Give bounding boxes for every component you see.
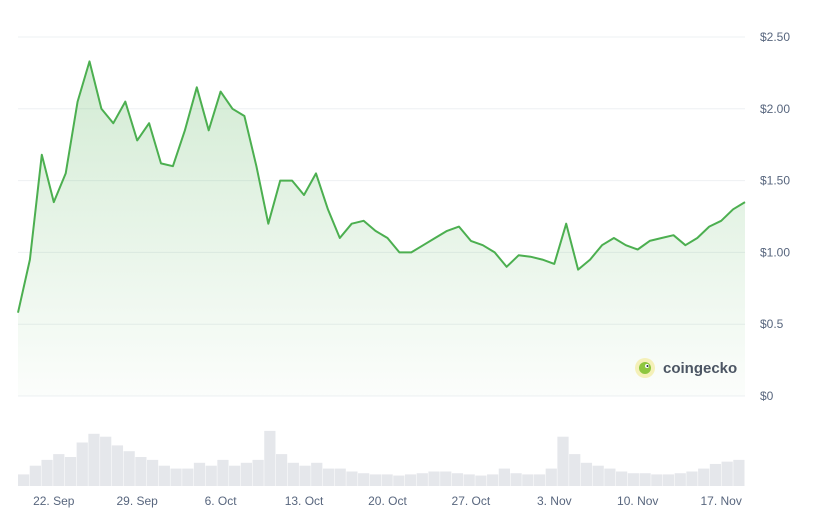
volume-bar — [299, 465, 311, 486]
x-tick-label: 17. Nov — [700, 494, 741, 508]
x-tick-label: 3. Nov — [537, 494, 572, 508]
volume-bar — [557, 436, 569, 486]
volume-bar — [182, 468, 194, 486]
volume-bar — [287, 462, 299, 486]
volume-bar — [381, 474, 393, 486]
volume-bar — [533, 474, 546, 486]
brand-name: coingecko — [663, 360, 737, 377]
volume-bar — [240, 462, 253, 486]
volume-bar — [651, 474, 663, 486]
volume-bar — [88, 433, 100, 486]
y-tick-label: $1.50 — [760, 174, 790, 188]
y-tick-label: $2.00 — [760, 102, 790, 116]
volume-bar — [229, 465, 241, 486]
y-axis-ticks: $0 $0.5 $1.00 $1.50 $2.00 $2.50 — [760, 30, 790, 403]
volume-bar — [64, 457, 77, 486]
volume-bar — [698, 468, 710, 486]
volume-bar — [358, 473, 370, 486]
volume-bar — [170, 468, 182, 486]
y-tick-label: $0.5 — [760, 317, 784, 331]
volume-bar — [193, 462, 206, 486]
volume-bar — [346, 471, 358, 486]
volume-bar — [674, 473, 686, 486]
volume-bar — [53, 454, 65, 486]
price-line — [17, 60, 746, 313]
volume-bar — [662, 474, 675, 486]
y-tick-label: $0 — [760, 389, 774, 403]
x-tick-label: 27. Oct — [452, 494, 491, 508]
volume-bar — [733, 459, 745, 486]
volume-bar — [158, 465, 170, 486]
volume-bar — [440, 471, 452, 486]
volume-bar — [76, 442, 88, 486]
volume-bar — [393, 475, 405, 486]
volume-bar — [100, 436, 112, 486]
volume-bar — [18, 474, 30, 486]
x-axis-ticks: 22. Sep 29. Sep 6. Oct 13. Oct 20. Oct 27. Oc… — [33, 494, 742, 508]
volume-bar — [569, 454, 581, 486]
volume-bar — [123, 451, 135, 486]
brand-watermark: coingecko — [635, 358, 737, 378]
volume-bar — [428, 471, 440, 486]
volume-bar — [475, 475, 487, 486]
x-tick-label: 10. Nov — [617, 494, 658, 508]
volume-bar — [463, 474, 475, 486]
volume-bar — [709, 463, 722, 486]
volume-bar — [404, 474, 417, 486]
x-tick-label: 6. Oct — [205, 494, 238, 508]
volume-bar — [311, 462, 323, 486]
price-area — [18, 61, 745, 397]
volume-bar — [545, 468, 557, 486]
volume-bar — [451, 473, 464, 486]
volume-bar — [334, 468, 346, 486]
x-tick-label: 20. Oct — [368, 494, 407, 508]
volume-bar — [416, 473, 428, 486]
volume-bar — [627, 473, 639, 486]
volume-bar — [29, 465, 41, 486]
volume-bar — [252, 459, 264, 486]
volume-bar — [275, 454, 288, 486]
volume-bar — [498, 468, 510, 486]
volume-bar — [510, 473, 522, 486]
y-tick-label: $2.50 — [760, 30, 790, 44]
volume-bar — [264, 430, 276, 486]
gecko-logo-icon — [635, 358, 655, 378]
volume-bar — [616, 471, 628, 486]
volume-bar — [146, 459, 159, 486]
volume-bar — [217, 459, 229, 486]
volume-bar — [41, 459, 53, 486]
volume-bar — [592, 465, 604, 486]
volume-bars — [18, 430, 745, 486]
x-tick-label: 29. Sep — [116, 494, 158, 508]
volume-bar — [721, 461, 733, 486]
volume-bar — [205, 465, 217, 486]
volume-bar — [686, 471, 698, 486]
volume-bar — [580, 462, 593, 486]
volume-bar — [135, 457, 147, 486]
volume-bar — [487, 474, 499, 486]
volume-bar — [522, 474, 534, 486]
y-tick-label: $1.00 — [760, 245, 790, 259]
volume-bar — [639, 473, 651, 486]
x-tick-label: 22. Sep — [33, 494, 75, 508]
volume-bar — [322, 468, 335, 486]
x-tick-label: 13. Oct — [285, 494, 324, 508]
volume-bar — [604, 468, 616, 486]
volume-bar — [111, 445, 124, 486]
volume-bar — [369, 474, 381, 486]
